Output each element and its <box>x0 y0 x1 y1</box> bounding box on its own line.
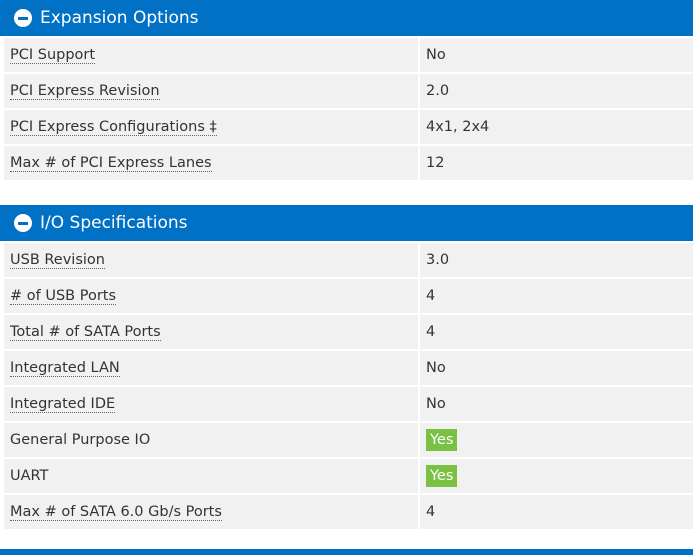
spec-label[interactable]: Integrated IDE <box>10 396 116 413</box>
value-cell: 4 <box>420 279 693 313</box>
label-cell: USB Revision <box>4 243 418 277</box>
spec-value: 4 <box>426 324 436 340</box>
spec-label[interactable]: # of USB Ports <box>10 288 117 305</box>
spec-row: PCI Support No <box>4 38 693 72</box>
spec-label[interactable]: USB Revision <box>10 252 105 269</box>
label-cell: Integrated LAN <box>4 351 418 385</box>
spec-value: 4 <box>426 504 436 520</box>
spec-row: Max # of SATA 6.0 Gb/s Ports 4 <box>4 495 693 529</box>
spec-value: No <box>426 47 446 63</box>
spec-value: No <box>426 360 446 376</box>
label-cell: UART <box>4 459 418 493</box>
label-cell: PCI Express Configurations ‡ <box>4 110 418 144</box>
spec-label[interactable]: PCI Express Configurations ‡ <box>10 119 217 136</box>
spec-row: Max # of PCI Express Lanes 12 <box>4 146 693 180</box>
value-cell: Yes <box>420 459 693 493</box>
spec-value: 12 <box>426 155 445 171</box>
value-badge: Yes <box>426 465 458 487</box>
label-cell: Total # of SATA Ports <box>4 315 418 349</box>
spec-row: Integrated LAN No <box>4 351 693 385</box>
spec-value: 2.0 <box>426 83 450 99</box>
spec-row: UART Yes <box>4 459 693 493</box>
spec-label[interactable]: PCI Support <box>10 47 96 64</box>
spec-value: 4x1, 2x4 <box>426 119 490 135</box>
value-cell: 2.0 <box>420 74 693 108</box>
value-cell: Yes <box>420 423 693 457</box>
spec-label[interactable]: Total # of SATA Ports <box>10 324 161 341</box>
value-cell: 4 <box>420 315 693 349</box>
spec-row: Total # of SATA Ports 4 <box>4 315 693 349</box>
value-cell: 3.0 <box>420 243 693 277</box>
label-cell: Max # of SATA 6.0 Gb/s Ports <box>4 495 418 529</box>
label-cell: PCI Express Revision <box>4 74 418 108</box>
section-header[interactable]: Expansion Options <box>0 0 693 36</box>
spec-row: # of USB Ports 4 <box>4 279 693 313</box>
label-cell: PCI Support <box>4 38 418 72</box>
section-title: Expansion Options <box>40 8 199 28</box>
value-cell: No <box>420 38 693 72</box>
spec-label: General Purpose IO <box>10 432 151 448</box>
next-section-edge <box>0 549 693 555</box>
spec-value: 3.0 <box>426 252 450 268</box>
value-badge: Yes <box>426 429 458 451</box>
label-cell: General Purpose IO <box>4 423 418 457</box>
collapse-icon[interactable] <box>14 9 32 27</box>
label-cell: # of USB Ports <box>4 279 418 313</box>
label-cell: Integrated IDE <box>4 387 418 421</box>
spec-value: No <box>426 396 446 412</box>
spec-label: UART <box>10 468 49 484</box>
section-header[interactable]: I/O Specifications <box>0 205 693 241</box>
spec-label[interactable]: Max # of SATA 6.0 Gb/s Ports <box>10 504 222 521</box>
value-cell: No <box>420 351 693 385</box>
spec-label[interactable]: Max # of PCI Express Lanes <box>10 155 212 172</box>
label-cell: Max # of PCI Express Lanes <box>4 146 418 180</box>
value-cell: No <box>420 387 693 421</box>
spec-label[interactable]: PCI Express Revision <box>10 83 160 100</box>
value-cell: 4x1, 2x4 <box>420 110 693 144</box>
section-title: I/O Specifications <box>40 213 188 233</box>
spec-row: USB Revision 3.0 <box>4 243 693 277</box>
spec-row: General Purpose IO Yes <box>4 423 693 457</box>
spec-value: 4 <box>426 288 436 304</box>
spec-row: PCI Express Revision 2.0 <box>4 74 693 108</box>
spec-row: Integrated IDE No <box>4 387 693 421</box>
spec-row: PCI Express Configurations ‡ 4x1, 2x4 <box>4 110 693 144</box>
value-cell: 4 <box>420 495 693 529</box>
spec-label[interactable]: Integrated LAN <box>10 360 120 377</box>
value-cell: 12 <box>420 146 693 180</box>
collapse-icon[interactable] <box>14 214 32 232</box>
